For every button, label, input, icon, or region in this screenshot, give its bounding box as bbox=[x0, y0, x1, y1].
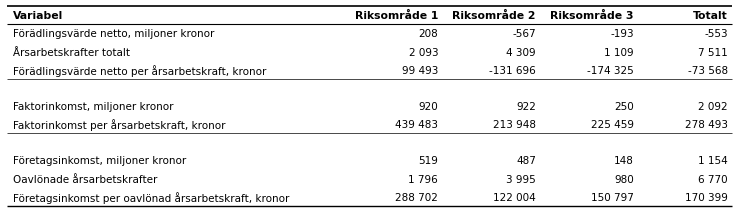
Text: Förädlingsvärde netto, miljoner kronor: Förädlingsvärde netto, miljoner kronor bbox=[13, 29, 214, 39]
Text: 208: 208 bbox=[418, 29, 438, 39]
Text: Företagsinkomst, miljoner kronor: Företagsinkomst, miljoner kronor bbox=[13, 156, 186, 166]
Text: 170 399: 170 399 bbox=[685, 193, 728, 203]
Text: -174 325: -174 325 bbox=[587, 66, 634, 76]
Text: 6 770: 6 770 bbox=[698, 175, 728, 185]
Text: -553: -553 bbox=[704, 29, 728, 39]
Text: 250: 250 bbox=[614, 102, 634, 112]
Text: 7 511: 7 511 bbox=[698, 47, 728, 58]
Text: 922: 922 bbox=[516, 102, 536, 112]
Text: 213 948: 213 948 bbox=[493, 120, 536, 130]
Text: 278 493: 278 493 bbox=[685, 120, 728, 130]
Text: Faktorinkomst, miljoner kronor: Faktorinkomst, miljoner kronor bbox=[13, 102, 174, 112]
Text: 1 796: 1 796 bbox=[409, 175, 438, 185]
Text: 225 459: 225 459 bbox=[590, 120, 634, 130]
Text: 148: 148 bbox=[614, 156, 634, 166]
Text: Förädlingsvärde netto per årsarbetskraft, kronor: Förädlingsvärde netto per årsarbetskraft… bbox=[13, 65, 267, 77]
Text: 519: 519 bbox=[418, 156, 438, 166]
Text: Variabel: Variabel bbox=[13, 11, 64, 21]
Text: 99 493: 99 493 bbox=[402, 66, 438, 76]
Text: 980: 980 bbox=[614, 175, 634, 185]
Text: 439 483: 439 483 bbox=[395, 120, 438, 130]
Text: 4 309: 4 309 bbox=[506, 47, 536, 58]
Text: -567: -567 bbox=[512, 29, 536, 39]
Text: 150 797: 150 797 bbox=[591, 193, 634, 203]
Text: Företagsinkomst per oavlönad årsarbetskraft, kronor: Företagsinkomst per oavlönad årsarbetskr… bbox=[13, 192, 290, 203]
Text: -193: -193 bbox=[610, 29, 634, 39]
Text: 3 995: 3 995 bbox=[506, 175, 536, 185]
Text: 288 702: 288 702 bbox=[395, 193, 438, 203]
Text: 2 093: 2 093 bbox=[409, 47, 438, 58]
Text: 920: 920 bbox=[418, 102, 438, 112]
Text: Totalt: Totalt bbox=[693, 11, 728, 21]
Text: Riksområde 2: Riksområde 2 bbox=[452, 11, 536, 21]
Text: Årsarbetskrafter totalt: Årsarbetskrafter totalt bbox=[13, 47, 130, 58]
Text: -73 568: -73 568 bbox=[688, 66, 728, 76]
Text: Oavlönade årsarbetskrafter: Oavlönade årsarbetskrafter bbox=[13, 175, 157, 185]
Text: Riksområde 1: Riksområde 1 bbox=[355, 11, 438, 21]
Text: 1 154: 1 154 bbox=[698, 156, 728, 166]
Text: 487: 487 bbox=[516, 156, 536, 166]
Text: 2 092: 2 092 bbox=[698, 102, 728, 112]
Text: -131 696: -131 696 bbox=[489, 66, 536, 76]
Text: 122 004: 122 004 bbox=[493, 193, 536, 203]
Text: 1 109: 1 109 bbox=[605, 47, 634, 58]
Text: Faktorinkomst per årsarbetskraft, kronor: Faktorinkomst per årsarbetskraft, kronor bbox=[13, 119, 226, 131]
Text: Riksområde 3: Riksområde 3 bbox=[551, 11, 634, 21]
